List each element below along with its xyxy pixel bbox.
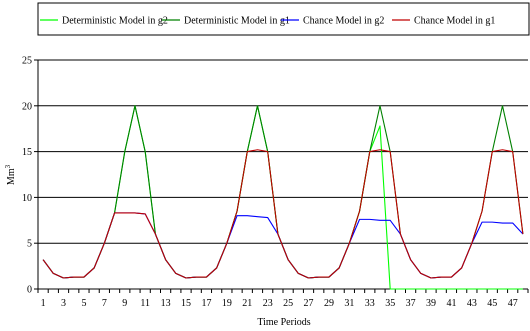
x-tick-label-45: 45 <box>487 298 497 309</box>
x-tick-label-21: 21 <box>242 298 252 309</box>
x-tick-label-25: 25 <box>283 298 293 309</box>
x-tick-label-41: 41 <box>446 298 456 309</box>
y-tick-label-0: 0 <box>27 285 32 296</box>
x-axis-title: Time Periods <box>257 317 310 328</box>
y-tick-label-5: 5 <box>27 239 32 250</box>
legend-label-3: Chance Model in g1 <box>414 16 495 27</box>
legend-label-0: Deterministic Model in g2 <box>62 16 168 27</box>
x-tick-label-47: 47 <box>508 298 518 309</box>
y-tick-label-10: 10 <box>22 193 32 204</box>
x-tick-label-5: 5 <box>81 298 86 309</box>
legend-label-2: Chance Model in g2 <box>303 16 384 27</box>
x-tick-label-1: 1 <box>41 298 46 309</box>
legend: Deterministic Model in g2 Deterministic M… <box>37 2 530 36</box>
legend-box <box>37 2 530 36</box>
y-axis-title-superscript: 3 <box>4 164 12 168</box>
y-axis-title-text: Mm <box>6 168 17 185</box>
x-tick-label-17: 17 <box>201 298 211 309</box>
x-tick-label-29: 29 <box>324 298 334 309</box>
x-tick-label-33: 33 <box>365 298 375 309</box>
x-tick-label-3: 3 <box>61 298 66 309</box>
y-tick-label-15: 15 <box>22 147 32 158</box>
x-tick-label-7: 7 <box>102 298 107 309</box>
grid-layer <box>38 59 528 244</box>
x-tick-label-11: 11 <box>140 298 150 309</box>
x-tick-label-31: 31 <box>344 298 354 309</box>
x-tick-label-39: 39 <box>426 298 436 309</box>
y-axis-title: Mm3 <box>4 164 17 185</box>
x-tick-label-37: 37 <box>406 298 416 309</box>
series-layer <box>42 105 524 290</box>
y-tick-label-20: 20 <box>22 101 32 112</box>
series-line-1 <box>42 105 524 279</box>
x-tick-label-19: 19 <box>222 298 232 309</box>
x-tick-label-35: 35 <box>385 298 395 309</box>
x-tick-label-9: 9 <box>122 298 127 309</box>
x-tick-label-43: 43 <box>467 298 477 309</box>
legend-label-1: Deterministic Model in g1 <box>184 16 290 27</box>
series-line-3 <box>42 149 524 279</box>
x-tick-label-13: 13 <box>161 298 171 309</box>
x-tick-label-15: 15 <box>181 298 191 309</box>
x-tick-label-23: 23 <box>263 298 273 309</box>
y-tick-label-25: 25 <box>22 56 32 67</box>
x-tick-label-27: 27 <box>304 298 314 309</box>
